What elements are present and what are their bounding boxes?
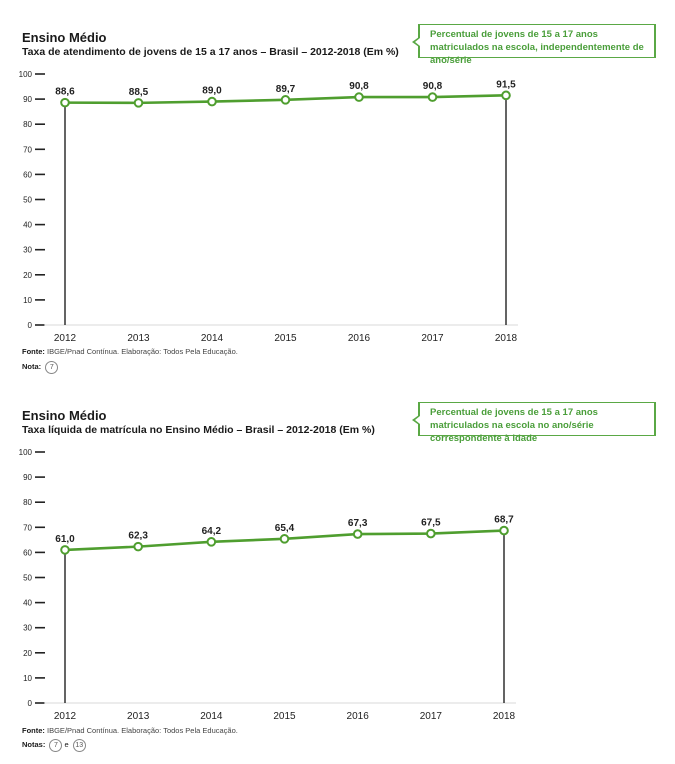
chart-1-note-label: Nota: [22,362,42,371]
chart-2-data-label: 67,5 [421,518,441,529]
chart-1-xtick-label: 2012 [54,333,77,344]
chart-2-xtick-label: 2012 [54,711,77,722]
chart-1-data-point [60,97,70,108]
chart-1-data-point [280,95,291,105]
chart-2-data-point [206,537,217,547]
chart-2-note-ref-7: 7 [49,739,63,752]
chart-2-data-label: 64,2 [202,526,222,537]
chart-1-line-chart: 0 10 20 30 40 50 60 70 80 90 100 2012 2013 2014 2015 20… [19,70,518,344]
chart-1-note: Nota: 7 [22,361,59,374]
chart-2-ytick-label: 80 [23,498,32,507]
chart-1-ytick-label: 50 [23,196,32,205]
chart-1-title: Ensino Médio [22,30,107,45]
chart-2-source-text: IBGE/Pnad Contínua. Elaboração: Todos Pe… [47,726,238,735]
chart-1-xtick-label: 2014 [201,333,224,344]
chart-1-ytick-label: 40 [23,221,32,230]
chart-1-source-text: IBGE/Pnad Contínua. Elaboração: Todos Pe… [47,347,238,356]
chart-1-data-label: 89,7 [276,84,296,95]
chart-1-ytick-label: 60 [23,170,32,179]
chart-2-note: Notas: 7 e 13 [22,739,86,752]
chart-1-ytick-label: 30 [23,246,32,255]
chart-1-ytick-label: 100 [19,70,33,79]
chart-2-ytick-label: 60 [23,548,32,557]
chart-2-xtick-label: 2014 [200,711,223,722]
chart-2-xtick-label: 2018 [493,711,516,722]
chart-2-data-label: 61,0 [55,534,75,545]
chart-1-data-point [354,92,364,102]
chart-2-data-label: 68,7 [494,515,514,526]
chart-1-data-point [427,92,438,102]
chart-2-ytick-label: 70 [23,523,32,532]
chart-2-note-label: Notas: [22,740,46,749]
chart-1-data-point [501,90,511,101]
chart-2-xtick-label: 2015 [273,711,296,722]
chart-2-data-point [352,529,363,539]
chart-2-ytick-label: 30 [23,624,32,633]
chart-1-data-label: 90,8 [423,81,443,92]
chart-2-ytick-label: 10 [23,674,32,683]
chart-2-callout-text: Percentual de jovens de 15 a 17 anos mat… [430,407,598,444]
chart-1-data-label: 91,5 [496,79,516,90]
chart-2-ytick-label: 100 [19,448,33,457]
chart-2-ytick-label: 90 [23,473,32,482]
chart-2-data-point [279,534,290,544]
chart-1-callout: Percentual de jovens de 15 a 17 anos mat… [412,24,656,66]
chart-1-ytick-label: 80 [23,120,32,129]
chart-2-note-ref-13: 13 [72,739,86,752]
chart-2-data-point [499,525,509,536]
chart-1-data-label: 88,5 [129,87,149,98]
chart-1-subtitle: Taxa de atendimento de jovens de 15 a 17… [22,46,399,58]
chart-1-source-label: Fonte: [22,347,45,356]
chart-2-xtick-label: 2016 [347,711,370,722]
chart-1-data-label: 88,6 [55,87,75,98]
chart-1-ytick-label: 90 [23,95,32,104]
chart-2-data-label: 62,3 [128,531,148,542]
chart-2-subtitle: Taxa líquida de matrícula no Ensino Médi… [22,424,375,436]
chart-2-callout: Percentual de jovens de 15 a 17 anos mat… [412,402,656,444]
chart-2-note-joiner: e [64,740,69,749]
chart-1-data-point [207,96,217,107]
chart-2-ytick-label: 0 [28,699,33,708]
chart-1-ytick-label: 0 [28,321,33,330]
chart-2-ytick-label: 20 [23,649,32,658]
chart-1-callout-text: Percentual de jovens de 15 a 17 anos mat… [430,29,644,66]
chart-2-data-point [60,545,70,555]
chart-1-ytick-label: 20 [23,271,32,280]
chart-panel-1: Ensino Médio Taxa de atendimento de jove… [0,0,675,380]
chart-1-ytick-label: 70 [23,145,32,154]
chart-1-xtick-label: 2018 [495,333,518,344]
chart-2-data-point [133,541,143,552]
chart-1-xtick-label: 2013 [127,333,150,344]
chart-1-data-point [133,98,144,108]
chart-2-line-chart: 0 10 20 30 40 50 60 70 80 90 100 2012 2013 2014 2015 20… [19,448,516,722]
chart-2-source-label: Fonte: [22,726,45,735]
chart-2-source: Fonte: IBGE/Pnad Contínua. Elaboração: T… [22,726,238,735]
chart-2-xtick-label: 2017 [420,711,443,722]
chart-1-data-label: 90,8 [349,81,369,92]
chart-1-ytick-label: 10 [23,296,32,305]
chart-2-data-label: 65,4 [275,523,295,534]
chart-1-data-label: 89,0 [202,86,222,97]
chart-1-note-ref-7: 7 [45,361,59,374]
chart-2-title: Ensino Médio [22,408,107,423]
chart-1-xtick-label: 2016 [348,333,371,344]
chart-2-data-point [426,528,436,539]
chart-1-xtick-label: 2017 [421,333,444,344]
chart-1-xtick-label: 2015 [274,333,297,344]
chart-1-source: Fonte: IBGE/Pnad Contínua. Elaboração: T… [22,347,238,356]
chart-2-xtick-label: 2013 [127,711,150,722]
chart-panel-2: Ensino Médio Taxa líquida de matrícula n… [0,380,675,764]
chart-2-ytick-label: 50 [23,574,32,583]
chart-2-data-label: 67,3 [348,518,368,529]
chart-2-ytick-label: 40 [23,599,32,608]
